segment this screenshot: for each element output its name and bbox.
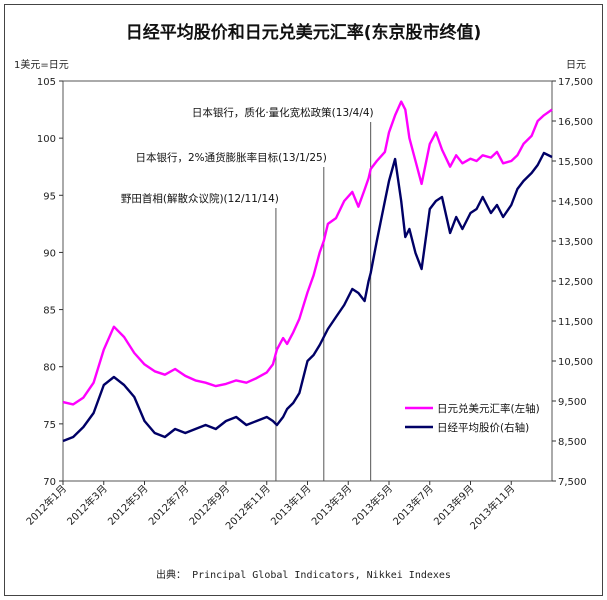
left-axis-unit: 1美元=日元 [14, 58, 69, 71]
left-axis-tick-label: 70 [43, 477, 56, 488]
right-axis-tick-label: 7,500 [558, 477, 587, 488]
right-axis-tick-label: 15,500 [558, 157, 593, 168]
right-axis-tick-label: 9,500 [558, 397, 587, 408]
right-axis-unit: 日元 [566, 60, 586, 71]
legend-label: 日元兑美元汇率(左轴) [437, 402, 540, 415]
left-axis-tick-label: 80 [43, 363, 56, 374]
x-axis-tick-label: 2013年9月 [431, 482, 477, 528]
x-axis-tick-label: 2012年7月 [146, 482, 192, 528]
annotation-label: 日本银行，质化·量化宽松政策(13/4/4) [192, 106, 374, 119]
legend-label: 日经平均股价(右轴) [437, 421, 529, 434]
series-line-usd-jpy [62, 100, 553, 406]
annotation-label: 野田首相(解散众议院)(12/11/14) [121, 192, 279, 205]
source-note: 出典： Principal Global Indicators, Nikkei … [156, 570, 451, 581]
x-axis-tick-label: 2012年9月 [186, 482, 232, 528]
right-axis-tick-label: 11,500 [558, 317, 593, 328]
x-axis-tick-label: 2012年1月 [23, 482, 69, 528]
right-axis-tick-label: 13,500 [558, 237, 593, 248]
right-axis-tick-label: 10,500 [558, 357, 593, 368]
right-axis-tick-label: 16,500 [558, 117, 593, 128]
left-axis-tick-label: 105 [37, 77, 56, 88]
right-axis-tick-label: 8,500 [558, 437, 587, 448]
right-axis-tick-label: 17,500 [558, 77, 593, 88]
left-axis-tick-label: 90 [43, 248, 56, 259]
legend: 日元兑美元汇率(左轴) 日经平均股价(右轴) [405, 402, 540, 434]
right-axis-tick-label: 12,500 [558, 277, 593, 288]
plot-area-border [62, 80, 553, 482]
left-axis-tick-label: 95 [43, 191, 56, 202]
left-axis-tick-label: 85 [43, 306, 56, 317]
annotation-label: 日本银行，2%通货膨胀率目标(13/1/25) [135, 151, 326, 164]
chart-frame [4, 4, 603, 596]
chart-title: 日经平均股价和日元兑美元汇率(东京股市终值) [125, 23, 482, 43]
x-axis-tick-label: 2013年3月 [309, 482, 355, 528]
x-axis-tick-label: 2013年5月 [349, 482, 395, 528]
x-axis-tick-label: 2013年7月 [390, 482, 436, 528]
series-line-nikkei [62, 151, 553, 443]
left-axis-tick-label: 75 [43, 420, 56, 431]
x-axis-tick-label: 2012年3月 [64, 482, 110, 528]
x-axis-tick-label: 2012年5月 [105, 482, 151, 528]
x-axis-tick-label: 2013年1月 [268, 482, 314, 528]
left-axis-tick-label: 100 [37, 134, 56, 145]
right-axis-tick-label: 14,500 [558, 197, 593, 208]
